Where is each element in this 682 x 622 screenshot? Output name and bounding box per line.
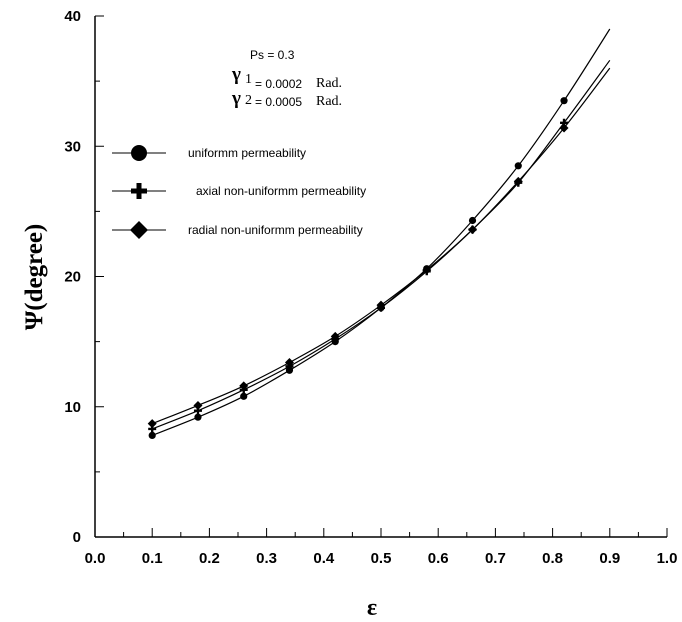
data-point-radial (559, 123, 569, 133)
y-tick-label: 0 (73, 529, 81, 546)
data-point-uniform (240, 392, 248, 400)
legend-label-axial: axial non-uniformm permeability (196, 184, 366, 198)
gamma2-value: = 0.0005 (255, 95, 302, 109)
legend: uniformm permeability axial non-uniformm… (112, 145, 366, 239)
x-tick-label: 0.9 (599, 550, 620, 567)
series-markers (147, 97, 569, 440)
data-point-uniform (560, 97, 568, 105)
data-point-uniform (514, 162, 522, 170)
x-tick-label: 0.7 (485, 550, 506, 567)
x-tick-label: 0.0 (85, 550, 106, 567)
legend-entry-uniform: uniformm permeability (112, 145, 306, 161)
gamma2-subscript: 2 (245, 93, 252, 108)
x-tick-label: 0.3 (256, 550, 277, 567)
x-axis-title: ε (367, 595, 377, 621)
data-point-radial (468, 225, 478, 235)
ps-annotation: Ps = 0.3 (250, 48, 295, 62)
y-axis-title: Ψ(degree) (21, 224, 48, 330)
x-tick-label: 0.5 (371, 550, 392, 567)
x-tick-label: 0.1 (142, 550, 163, 567)
data-point-radial (513, 176, 523, 186)
y-tick-label: 40 (64, 8, 81, 25)
data-point-radial (239, 381, 249, 391)
data-point-radial (193, 400, 203, 410)
x-tick-label: 0.6 (428, 550, 449, 567)
gamma1-value: = 0.0002 (255, 77, 302, 91)
legend-label-uniform: uniformm permeability (188, 146, 306, 160)
x-tick-label: 0.2 (199, 550, 220, 567)
gamma2-symbol: γ (231, 88, 241, 109)
series-line-radial (151, 67, 611, 425)
data-point-radial (376, 300, 386, 310)
gamma1-subscript: 1 (245, 72, 252, 87)
gamma1-symbol: γ (231, 64, 241, 85)
data-point-radial (422, 265, 432, 275)
x-tick-label: 1.0 (657, 550, 678, 567)
axes: 0.0 0.1 0.2 0.3 0.4 0.5 0.6 0.7 0.8 0.9 1.0 0 10 20 30… (64, 8, 677, 567)
data-point-radial (330, 331, 340, 341)
legend-circle-marker (131, 145, 147, 161)
legend-entry-radial: radial non-uniformm permeability (112, 221, 363, 239)
data-point-uniform (468, 216, 477, 225)
x-tick-label: 0.4 (313, 550, 335, 567)
data-point-radial (284, 357, 294, 367)
data-point-uniform (148, 431, 156, 440)
legend-plus-marker (131, 183, 147, 199)
data-point-radial (147, 419, 157, 429)
legend-label-radial: radial non-uniformm permeability (188, 223, 363, 237)
gamma2-unit: Rad. (316, 94, 342, 109)
y-tick-label: 30 (64, 138, 81, 155)
y-tick-label: 20 (64, 269, 81, 286)
legend-entry-axial: axial non-uniformm permeability (112, 183, 366, 199)
legend-diamond-marker (130, 221, 148, 239)
series-line-axial (151, 59, 611, 430)
y-tick-label: 10 (64, 399, 81, 416)
parameter-annotation: Ps = 0.3 γ 1 = 0.0002 Rad. γ 2 = 0.0005 … (231, 48, 342, 109)
x-tick-label: 0.8 (542, 550, 563, 567)
data-point-uniform (194, 413, 202, 421)
gamma1-unit: Rad. (316, 76, 342, 91)
